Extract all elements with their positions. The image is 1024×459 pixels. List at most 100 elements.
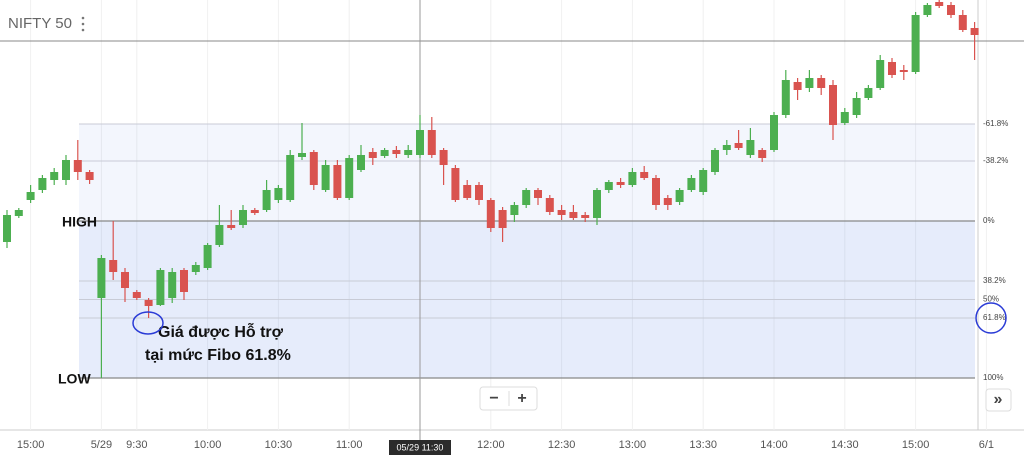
candle-body xyxy=(604,182,613,190)
candle-body xyxy=(746,140,755,155)
candle-body xyxy=(121,272,129,288)
fib-level-label: 61.8% xyxy=(983,313,1006,322)
candle-body xyxy=(203,245,212,268)
candle-body xyxy=(829,85,837,125)
x-tick-label: 14:30 xyxy=(831,439,859,451)
candle-body xyxy=(286,155,295,200)
fib-level-label: 100% xyxy=(983,373,1003,382)
candle-body xyxy=(876,60,885,88)
candle-body xyxy=(911,15,920,72)
candle-body xyxy=(734,143,743,148)
x-tick-label: 14:00 xyxy=(760,439,788,451)
candle-body xyxy=(168,272,177,298)
candle-body xyxy=(793,82,802,90)
candle-body xyxy=(557,210,566,215)
candle-body xyxy=(510,205,519,215)
candle-body xyxy=(581,215,590,218)
candle-body xyxy=(711,150,719,172)
candle-body xyxy=(439,150,448,165)
candle-body xyxy=(852,98,861,115)
candle-body xyxy=(522,190,531,205)
candle-body xyxy=(215,225,224,245)
fib-zone xyxy=(79,123,975,378)
zoom-controls: − + xyxy=(479,386,538,411)
candle-body xyxy=(864,88,873,98)
candle-body xyxy=(62,160,70,180)
candle-body xyxy=(840,112,849,123)
x-tick-label: 15:00 xyxy=(902,439,930,451)
candle-body xyxy=(817,78,826,88)
candle-body xyxy=(144,300,153,306)
candle-body xyxy=(262,190,271,210)
candle-body xyxy=(486,200,495,228)
zoom-out-button[interactable]: − xyxy=(489,390,498,407)
candle-body xyxy=(699,170,708,192)
candle-body xyxy=(416,130,424,155)
candle-body xyxy=(250,210,259,213)
crosshair-label: 05/29 11:30 xyxy=(397,442,444,452)
zoom-in-button[interactable]: + xyxy=(517,390,526,407)
x-tick-label: 13:00 xyxy=(619,439,647,451)
fib-level-label: 38.2% xyxy=(983,276,1006,285)
candle-body xyxy=(451,168,460,200)
candle-body xyxy=(899,70,908,72)
candle-body xyxy=(534,190,542,198)
candle-body xyxy=(781,80,790,115)
candle-body xyxy=(309,152,318,185)
candle-body xyxy=(947,5,955,15)
candle-body xyxy=(333,165,342,198)
chart-title: NIFTY 50 xyxy=(8,15,72,32)
candle-body xyxy=(935,2,944,6)
candle-body xyxy=(274,188,283,200)
candle-body xyxy=(357,155,365,170)
highlight-circle xyxy=(132,311,164,335)
x-tick-label: 10:00 xyxy=(194,439,222,451)
candle-body xyxy=(14,210,23,216)
candle-body xyxy=(298,153,306,157)
x-tick-label: 15:00 xyxy=(17,439,45,451)
fib-level-label: -38.2% xyxy=(983,156,1008,165)
candle-body xyxy=(593,190,601,218)
candle-body xyxy=(321,165,330,190)
candle-body xyxy=(3,215,11,242)
x-tick-label: 11:00 xyxy=(336,439,363,451)
candle-body xyxy=(97,258,106,298)
highlight-circle xyxy=(975,302,1007,334)
candle-body xyxy=(73,160,82,172)
x-tick-label: 13:30 xyxy=(689,439,717,451)
candle-body xyxy=(616,182,625,185)
candle-body xyxy=(50,172,59,180)
candle-body xyxy=(38,178,47,190)
fib-level-label: 50% xyxy=(983,295,999,304)
candle-body xyxy=(239,210,247,225)
candle-body xyxy=(722,145,731,150)
candle-body xyxy=(675,190,684,202)
x-tick-label: 12:30 xyxy=(548,439,576,451)
candle-body xyxy=(475,185,483,200)
candle-body xyxy=(380,150,389,156)
candle-body xyxy=(26,192,35,200)
high-annotation: HIGH xyxy=(62,214,97,230)
candle-body xyxy=(888,62,896,75)
candle-body xyxy=(923,5,932,15)
candle-body xyxy=(498,210,507,228)
candle-body xyxy=(958,15,967,30)
menu-icon[interactable] xyxy=(81,16,85,32)
candle-body xyxy=(640,172,649,178)
candle-body xyxy=(687,178,696,190)
x-tick-label: 9:30 xyxy=(126,439,147,451)
candle-body xyxy=(545,198,554,212)
candle-body xyxy=(758,150,767,158)
scroll-box xyxy=(985,388,1012,412)
candle-body xyxy=(463,185,472,198)
fib-level-label: -61.8% xyxy=(983,119,1008,128)
crosshair-label-box xyxy=(389,440,451,455)
candle-body xyxy=(345,158,354,198)
candle-body xyxy=(770,115,778,150)
fib-level-label: 0% xyxy=(983,216,995,225)
candle-body xyxy=(404,150,413,155)
low-annotation: LOW xyxy=(58,371,91,387)
scroll-button[interactable]: » xyxy=(994,391,1003,408)
